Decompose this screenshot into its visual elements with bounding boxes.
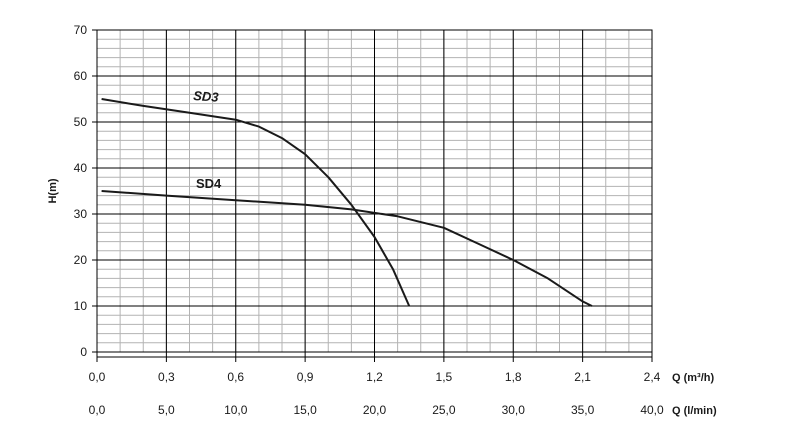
x-tick-label-secondary: 40,0 (640, 403, 664, 417)
x-tick-label-secondary: 30,0 (502, 403, 526, 417)
y-tick-label: 60 (74, 69, 88, 83)
x-tick-label-secondary: 10,0 (224, 403, 248, 417)
x-axis-title-secondary: Q (l/min) (672, 405, 717, 417)
x-tick-label: 0,6 (227, 370, 244, 384)
series-line-sd4 (101, 190, 593, 307)
x-tick-label-secondary: 35,0 (571, 403, 595, 417)
x-tick-label: 0,0 (89, 370, 106, 384)
x-tick-label: 2,4 (644, 370, 661, 384)
y-ticks: 0 10 20 30 40 50 60 70 (74, 23, 97, 359)
series-label-sd3: SD3 (193, 88, 220, 105)
y-tick-label: 70 (74, 23, 88, 37)
series-label-sd4: SD4 (196, 176, 222, 191)
y-tick-label: 50 (74, 115, 88, 129)
x-tick-label: 1,5 (436, 370, 453, 384)
x-ticks: 0,0 0,3 0,6 0,9 1,2 1,5 1,8 2,1 2,4 (89, 352, 661, 384)
series-lines (101, 98, 593, 307)
y-tick-label: 30 (74, 207, 88, 221)
grid-major (97, 30, 652, 352)
x-tick-label: 1,2 (366, 370, 383, 384)
series-line-sd3 (101, 98, 411, 307)
y-tick-label: 10 (74, 299, 88, 313)
y-tick-label: 20 (74, 253, 88, 267)
x-tick-label: 0,3 (158, 370, 175, 384)
y-tick-label: 0 (80, 345, 87, 359)
x-axis-title: Q (m³/h) (672, 372, 714, 384)
x-tick-label-secondary: 25,0 (432, 403, 456, 417)
x-tick-label-secondary: 20,0 (363, 403, 387, 417)
x-tick-label-secondary: 0,0 (89, 403, 106, 417)
x-tick-label-secondary: 5,0 (158, 403, 175, 417)
y-tick-label: 40 (74, 161, 88, 175)
y-axis-title: H(m) (47, 178, 59, 203)
x-tick-label-secondary: 15,0 (293, 403, 317, 417)
x-tick-label: 2,1 (574, 370, 591, 384)
x-ticks-secondary: 0,0 5,0 10,0 15,0 20,0 25,0 30,0 35,0 40,0 (89, 403, 664, 417)
x-tick-label: 1,8 (505, 370, 522, 384)
x-tick-label: 0,9 (297, 370, 314, 384)
